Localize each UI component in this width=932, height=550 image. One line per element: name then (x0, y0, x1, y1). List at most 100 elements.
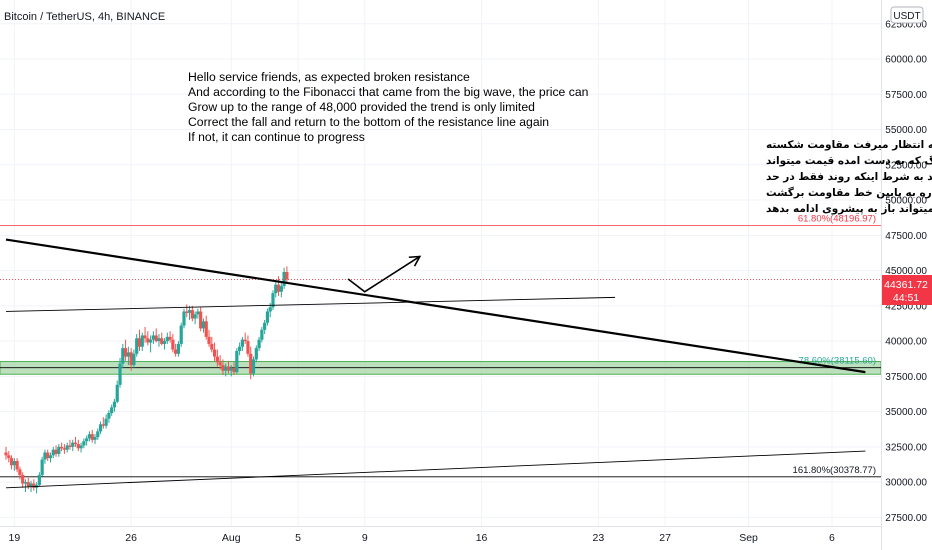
candle-body (185, 311, 189, 313)
candle-body (271, 293, 275, 308)
candle-body (240, 339, 244, 347)
candle-body (218, 362, 222, 366)
candle-body (121, 348, 125, 364)
candle-body (254, 348, 258, 360)
candle-body (221, 365, 225, 371)
candle-body (232, 367, 236, 373)
candle-body (112, 401, 117, 408)
candle-body (201, 321, 206, 329)
candle-body (235, 350, 239, 373)
projection-path[interactable] (347, 255, 421, 293)
candle-body (204, 321, 208, 337)
trendline[interactable] (5, 238, 866, 374)
candle-body (260, 329, 264, 340)
candle-body (263, 322, 267, 330)
candle-body (243, 339, 247, 342)
time-tick-label: 27 (659, 532, 671, 544)
english-note-line: Hello service friends, as expected broke… (188, 70, 470, 84)
candle-body (7, 455, 11, 459)
candle-body (62, 448, 67, 450)
english-note: Hello service friends, as expected broke… (188, 70, 588, 144)
candle-body (215, 356, 219, 363)
price-tick-label: 32500.00 (885, 442, 927, 453)
price-axis[interactable]: 62500.00 60000.00 57500.00 55000.00 52500.00… (885, 19, 927, 524)
candle-body (176, 343, 181, 354)
candle-body (154, 335, 158, 342)
price-tick-label: 45000.00 (885, 266, 927, 277)
candle-body (276, 284, 281, 292)
candle-body (257, 339, 261, 349)
candle-body (212, 349, 217, 357)
last-price-tag-bg (882, 275, 932, 305)
english-note-line: Grow up to the range of 48,000 provided … (188, 100, 535, 114)
currency-badge-label: USDT (893, 11, 920, 22)
persian-note-line: نداشته باشد میتواند باز به پیشروی ادامه … (766, 203, 932, 215)
time-tick-label: 19 (8, 532, 20, 544)
persian-note-line: تا محدوده 48000 رشد داشته باشد به شرط ای… (766, 171, 932, 183)
price-tick-label: 30000.00 (885, 478, 927, 489)
candle-body (48, 455, 53, 459)
persian-note-line: با سلام خدمت دوستان, همانطور که انتظار م… (766, 139, 932, 151)
candle-body (123, 348, 128, 357)
candle-body (110, 407, 114, 414)
candle-body (104, 418, 108, 426)
candle-body (160, 338, 164, 344)
candle-body (199, 311, 203, 329)
candle-body (162, 341, 167, 344)
time-axis[interactable]: 19 26 Aug 5 9 16 23 27 Sep 6 (8, 532, 835, 544)
persian-note-line: اصلاح ریزش داشته باشد و دوباره به پایین … (766, 186, 932, 199)
english-note-line: And according to the Fibonacci that came… (188, 85, 588, 99)
grid (0, 0, 881, 526)
time-tick-label: Aug (222, 532, 241, 544)
candle-body (68, 445, 72, 447)
persian-note-line: شد و با توجه به فیبوناچی که از موج بزرگ … (766, 154, 932, 167)
candle-body (207, 336, 211, 344)
candle-body (249, 353, 253, 374)
candle-body (229, 367, 233, 371)
time-tick-label: 6 (829, 532, 835, 544)
trendlines[interactable] (5, 238, 866, 489)
candle-body (23, 482, 28, 484)
candle-body (107, 413, 111, 419)
candle-body (73, 442, 78, 445)
candle-body (93, 437, 97, 440)
candle-body (46, 452, 50, 459)
candle-body (85, 438, 89, 442)
candle-body (168, 336, 172, 340)
candle-body (90, 434, 94, 440)
price-tick-label: 27500.00 (885, 513, 927, 524)
price-tick-label: 55000.00 (885, 125, 927, 136)
candle-body (251, 359, 256, 374)
symbol-title[interactable]: Bitcoin / TetherUS, 4h, BINANCE (4, 11, 165, 23)
candle-body (15, 460, 19, 470)
price-tick-label: 40000.00 (885, 337, 927, 348)
trendline[interactable] (5, 296, 616, 312)
candle-body (146, 338, 150, 343)
candle-body (193, 314, 197, 319)
candle-body (51, 449, 55, 456)
candle-body (190, 310, 194, 319)
candle-body (268, 307, 272, 312)
candle-body (12, 460, 16, 466)
projection-arrow[interactable] (347, 255, 422, 293)
candle-body (165, 336, 169, 342)
candle-body (196, 311, 200, 315)
candle-body (32, 483, 36, 488)
time-tick-label: Sep (739, 532, 758, 544)
fib-levels: 61.80%(48196.97) 78.60%(38115.60) 161.80%(… (0, 213, 881, 478)
currency-badge[interactable] (890, 6, 924, 24)
trendline[interactable] (5, 450, 866, 489)
fib-level-label: 61.80%(48196.97) (798, 213, 876, 224)
fib-level-label: 161.80%(30378.77) (793, 465, 876, 476)
candle-body (21, 475, 25, 484)
candle-body (135, 338, 139, 354)
price-tick-label: 52500.00 (885, 160, 927, 171)
candle-body (149, 339, 153, 343)
time-tick-label: 5 (295, 532, 301, 544)
last-price-tag[interactable]: 44361.72 44:51 (882, 275, 932, 305)
price-tick-label: 62500.00 (885, 19, 927, 30)
price-tick-label: 50000.00 (885, 196, 927, 207)
candle-body (274, 284, 278, 294)
candle-body (118, 363, 122, 385)
